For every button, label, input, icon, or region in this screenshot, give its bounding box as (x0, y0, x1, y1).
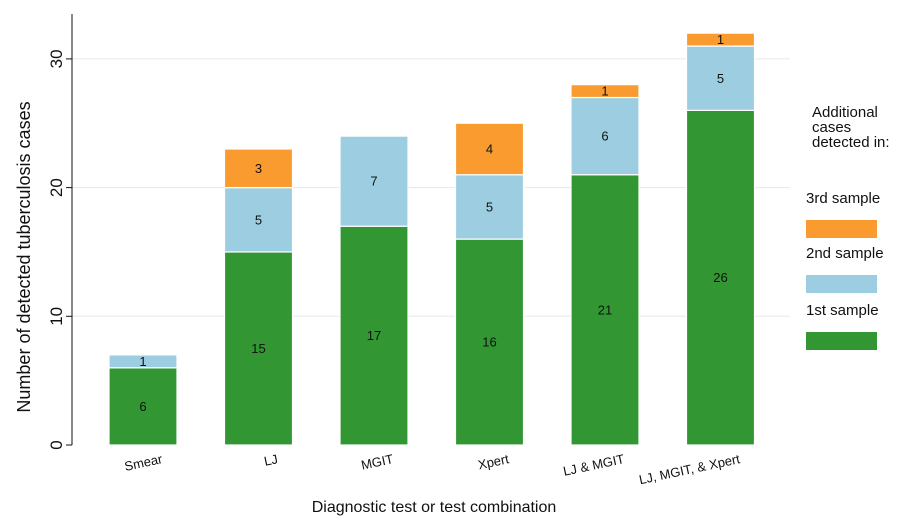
bar-segment (570, 84, 640, 99)
y-tick-label: 0 (47, 440, 66, 449)
x-tick-label: LJ, MGIT, & Xpert (638, 451, 742, 487)
legend-swatch (806, 275, 877, 293)
bar-segment (570, 174, 640, 446)
bar-segment (223, 187, 294, 253)
bar-segment (454, 238, 525, 446)
bar-value-label: 17 (367, 328, 381, 343)
bar-segment (223, 148, 294, 189)
bar-segment (685, 109, 756, 446)
legend-label: 2nd sample (806, 245, 884, 262)
y-axis-title: Number of detected tuberculosis cases (14, 101, 34, 412)
bar-segment (570, 96, 640, 176)
bar-value-label: 7 (370, 174, 377, 189)
bars (108, 32, 756, 446)
legend-label: 1st sample (806, 302, 879, 319)
legend-swatch (806, 220, 877, 238)
y-axis: 0 10 20 30 (47, 14, 73, 450)
bar-segment (685, 32, 756, 47)
bar-segment (108, 367, 178, 446)
bar-segment (108, 354, 178, 369)
bar-value-label: 1 (139, 354, 146, 369)
x-axis: Smear LJ MGIT Xpert LJ & MGIT LJ, MGIT, & Xpe… (123, 451, 741, 487)
x-tick-label: LJ (263, 451, 280, 469)
bar-value-label: 1 (601, 84, 608, 99)
legend-title: Additional cases detected in: (812, 104, 890, 151)
bar-value-label: 15 (251, 341, 265, 356)
bar-value-label: 6 (139, 399, 146, 414)
legend-label: 3rd sample (806, 190, 881, 207)
bar-value-label: 5 (717, 71, 724, 86)
y-tick-label: 10 (47, 307, 66, 326)
y-tick-label: 20 (47, 178, 66, 197)
bar-value-label: 5 (255, 212, 262, 227)
bar-value-label: 6 (601, 129, 608, 144)
legend-swatch (806, 332, 877, 350)
x-tick-label: Xpert (477, 451, 511, 472)
bar-segment (454, 174, 525, 240)
bar-segment (454, 122, 525, 176)
x-tick-label: Smear (123, 451, 164, 474)
y-tick-label: 30 (47, 49, 66, 68)
gridlines (72, 58, 790, 317)
bar-value-label: 5 (486, 199, 493, 214)
x-axis-title: Diagnostic test or test combination (312, 499, 557, 516)
bar-segment (223, 251, 294, 446)
bar-value-label: 21 (598, 302, 612, 317)
bar-value-label: 16 (482, 335, 496, 350)
bar-segment (339, 225, 409, 446)
legend: Additional cases detected in: 3rd sample… (806, 104, 901, 350)
bar-value-label: 26 (713, 270, 727, 285)
x-tick-label: LJ & MGIT (562, 451, 626, 479)
bar-segment (339, 135, 409, 227)
bar-value-label: 4 (486, 142, 493, 157)
x-tick-label: MGIT (360, 451, 395, 472)
bar-value-label: 1 (717, 32, 724, 47)
bar-value-label: 3 (255, 161, 262, 176)
